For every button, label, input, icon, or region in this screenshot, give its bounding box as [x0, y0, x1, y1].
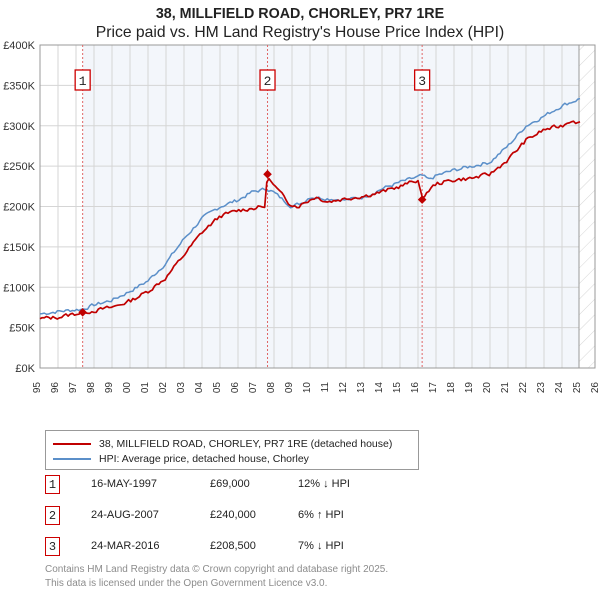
- svg-text:13: 13: [356, 382, 367, 394]
- svg-text:08: 08: [266, 382, 277, 394]
- svg-text:24: 24: [554, 382, 565, 394]
- svg-text:96: 96: [50, 382, 61, 394]
- svg-text:19: 19: [464, 382, 475, 394]
- svg-text:05: 05: [212, 382, 223, 394]
- svg-text:98: 98: [86, 382, 97, 394]
- svg-text:£150K: £150K: [3, 242, 35, 254]
- svg-text:£300K: £300K: [3, 121, 35, 133]
- svg-text:22: 22: [518, 382, 529, 394]
- svg-text:14: 14: [374, 382, 385, 394]
- svg-text:£200K: £200K: [3, 202, 35, 214]
- svg-text:97: 97: [68, 382, 79, 394]
- svg-text:21: 21: [500, 382, 511, 394]
- svg-text:17: 17: [428, 382, 439, 394]
- svg-text:20: 20: [482, 382, 493, 394]
- svg-text:£50K: £50K: [9, 323, 35, 335]
- svg-text:£0K: £0K: [15, 363, 35, 375]
- svg-text:£350K: £350K: [3, 80, 35, 92]
- svg-text:18: 18: [446, 382, 457, 394]
- svg-text:04: 04: [194, 382, 205, 394]
- svg-text:00: 00: [122, 382, 133, 394]
- svg-text:99: 99: [104, 382, 115, 394]
- svg-text:2: 2: [264, 74, 272, 89]
- svg-text:01: 01: [140, 382, 151, 394]
- svg-text:15: 15: [392, 382, 403, 394]
- svg-text:03: 03: [176, 382, 187, 394]
- svg-text:26: 26: [590, 382, 600, 394]
- svg-text:95: 95: [32, 382, 43, 394]
- svg-text:£400K: £400K: [3, 40, 35, 52]
- svg-text:07: 07: [248, 382, 259, 394]
- svg-text:09: 09: [284, 382, 295, 394]
- svg-text:£100K: £100K: [3, 282, 35, 294]
- svg-text:1: 1: [79, 74, 87, 89]
- svg-text:£250K: £250K: [3, 161, 35, 173]
- svg-text:11: 11: [320, 382, 331, 393]
- svg-text:10: 10: [302, 382, 313, 394]
- svg-text:12: 12: [338, 382, 349, 394]
- svg-text:06: 06: [230, 382, 241, 394]
- svg-text:02: 02: [158, 382, 169, 394]
- svg-text:23: 23: [536, 382, 547, 394]
- svg-text:25: 25: [572, 382, 583, 394]
- svg-text:3: 3: [418, 74, 426, 89]
- svg-text:16: 16: [410, 382, 421, 394]
